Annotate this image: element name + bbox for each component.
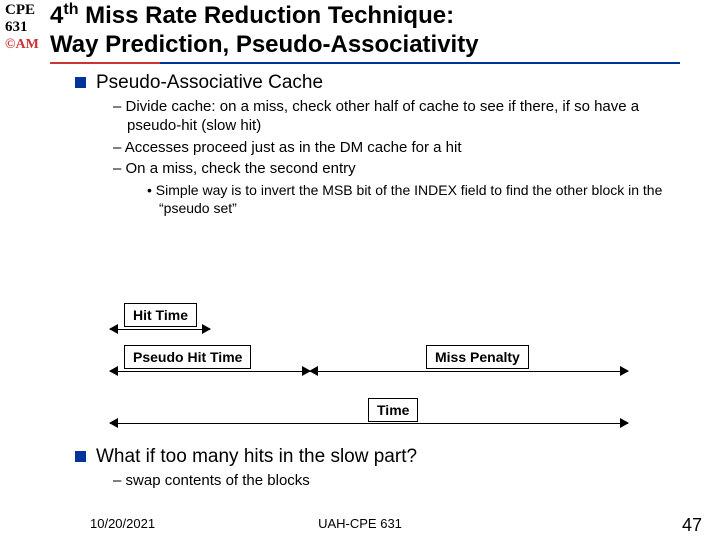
title-underline — [50, 62, 680, 64]
title-ordinal-sup: th — [63, 1, 78, 18]
bullet-2-text: What if too many hits in the slow part? — [96, 446, 417, 468]
arrow-time-right-icon — [620, 418, 629, 428]
title-rest: Miss Rate Reduction Technique: — [78, 2, 454, 29]
underline-red — [50, 62, 160, 64]
timing-diagram: Hit Time Pseudo Hit Time Miss Penalty Ti… — [110, 303, 630, 443]
arrow-hit-right-icon — [202, 324, 211, 334]
sub-bullet-1b: Accesses proceed just as in the DM cache… — [113, 139, 695, 158]
course-copyright: ©AM — [5, 37, 45, 53]
course-cpe: CPE — [5, 2, 45, 19]
arrow-penalty-right-icon — [620, 366, 629, 376]
arrow-pseudo — [110, 371, 310, 372]
slide-title: 4th Miss Rate Reduction Technique: Way P… — [50, 0, 710, 60]
sub-bullet-1a: Divide cache: on a miss, check other hal… — [113, 98, 695, 136]
sub-sub-bullet-2a: Simple way is to invert the MSB bit of t… — [147, 182, 695, 217]
arrow-penalty-left-icon — [309, 366, 318, 376]
title-ordinal: 4 — [50, 2, 63, 29]
course-num: 631 — [5, 19, 45, 36]
square-bullet-icon — [75, 451, 86, 462]
content-area-2: What if too many hits in the slow part? … — [75, 446, 695, 494]
title-line-2: Way Prediction, Pseudo-Associativity — [50, 31, 710, 60]
slide-footer: 10/20/2021 UAH-CPE 631 47 — [0, 516, 720, 534]
box-time: Time — [368, 398, 418, 422]
box-hit-time: Hit Time — [124, 303, 197, 327]
course-tag: CPE 631 ©AM — [5, 2, 45, 53]
arrow-pseudo-left-icon — [109, 366, 118, 376]
footer-page-number: 47 — [682, 515, 702, 536]
bullet-1-text: Pseudo-Associative Cache — [96, 72, 323, 94]
sub-bullet-2a: swap contents of the blocks — [113, 472, 695, 491]
box-miss-penalty: Miss Penalty — [426, 345, 529, 369]
arrow-hit — [110, 329, 210, 330]
sub-bullet-1c: On a miss, check the second entry — [113, 160, 695, 179]
arrow-time-left-icon — [109, 418, 118, 428]
bullet-2: What if too many hits in the slow part? — [75, 446, 695, 468]
square-bullet-icon — [75, 77, 86, 88]
content-area: Pseudo-Associative Cache Divide cache: o… — [75, 72, 695, 220]
arrow-hit-left-icon — [109, 324, 118, 334]
title-line-1: 4th Miss Rate Reduction Technique: — [50, 0, 710, 31]
underline-blue — [160, 62, 680, 64]
bullet-1: Pseudo-Associative Cache — [75, 72, 695, 94]
footer-center: UAH-CPE 631 — [0, 516, 720, 531]
arrow-penalty — [310, 371, 628, 372]
arrow-time — [110, 423, 628, 424]
box-pseudo-hit: Pseudo Hit Time — [124, 345, 251, 369]
